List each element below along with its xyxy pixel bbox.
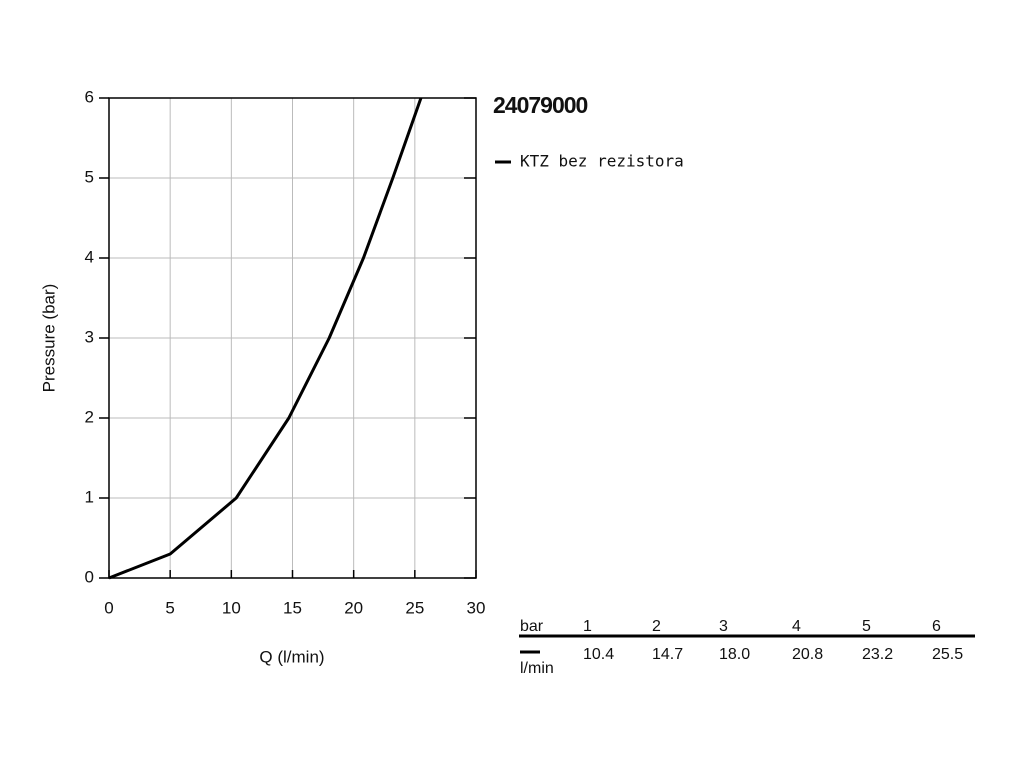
x-axis-label: Q (l/min) xyxy=(259,647,324,666)
table-flow: 20.8 xyxy=(792,646,823,663)
x-tick-label: 25 xyxy=(405,598,424,617)
chart-title: 24079000 xyxy=(493,92,588,118)
y-tick-label: 3 xyxy=(85,327,94,346)
plot-frame xyxy=(108,97,477,579)
y-tick-label: 0 xyxy=(85,567,94,586)
x-tick-label: 5 xyxy=(165,598,174,617)
table-header-label: bar xyxy=(520,618,544,635)
x-tick-label: 20 xyxy=(344,598,363,617)
x-tick-label: 0 xyxy=(104,598,113,617)
y-tick-label: 1 xyxy=(85,487,94,506)
legend-label: KTZ bez rezistora xyxy=(520,152,684,171)
table-pressure: 4 xyxy=(792,618,801,635)
table-pressure: 2 xyxy=(652,618,661,635)
y-tick-label: 5 xyxy=(85,167,94,186)
y-axis-label: Pressure (bar) xyxy=(39,284,58,393)
table-pressure: 1 xyxy=(583,618,592,635)
y-tick-label: 4 xyxy=(85,247,94,266)
table-flow: 14.7 xyxy=(652,646,683,663)
data-line xyxy=(108,97,423,580)
table-flow: 25.5 xyxy=(932,646,963,663)
table-pressure: 3 xyxy=(719,618,728,635)
table-unit-label: l/min xyxy=(520,660,554,677)
y-tick-label: 2 xyxy=(85,407,94,426)
x-tick-label: 10 xyxy=(222,598,241,617)
table-flow: 23.2 xyxy=(862,646,893,663)
y-tick-label: 6 xyxy=(85,87,94,106)
table-flow: 10.4 xyxy=(583,646,614,663)
table-pressure: 5 xyxy=(862,618,871,635)
table-flow: 18.0 xyxy=(719,646,750,663)
table-pressure: 6 xyxy=(932,618,941,635)
x-tick-label: 15 xyxy=(283,598,302,617)
x-tick-label: 30 xyxy=(467,598,486,617)
